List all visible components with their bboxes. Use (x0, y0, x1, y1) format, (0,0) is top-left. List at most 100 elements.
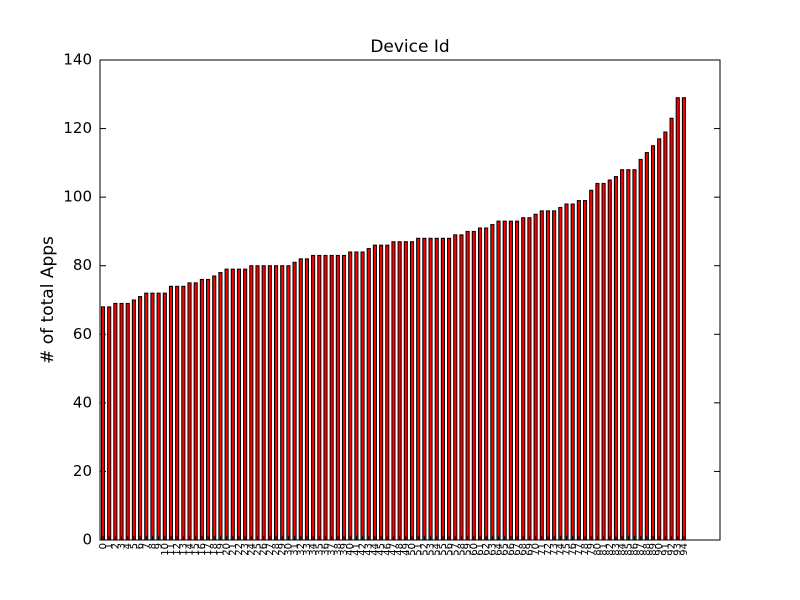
x-tick-label: 1 (104, 543, 115, 549)
bar (663, 131, 668, 541)
bar (175, 285, 180, 541)
y-tick-label: 0 (82, 531, 92, 549)
bar (249, 265, 254, 541)
x-tick-label: 82 (605, 543, 616, 556)
x-tick-label: 14 (185, 543, 196, 556)
x-tick-label: 64 (494, 543, 505, 556)
bar (496, 220, 501, 541)
bar (447, 237, 452, 541)
bar (193, 282, 198, 541)
x-tick-label: 15 (191, 543, 202, 556)
x-tick-label: 81 (599, 543, 610, 556)
bar (681, 97, 686, 541)
chart-title: Device Id (370, 37, 449, 57)
bar (613, 176, 618, 541)
x-tick-label: 16 (197, 543, 208, 556)
x-tick-label: 32 (296, 543, 307, 556)
bar (280, 265, 285, 541)
bar (199, 278, 204, 541)
x-tick-label: 69 (524, 543, 535, 556)
x-tick-label: 31 (290, 543, 301, 556)
x-tick-label: 39 (339, 543, 350, 556)
x-tick-label: 49 (401, 543, 412, 556)
x-tick-label: 71 (537, 543, 548, 556)
bar (675, 97, 680, 541)
x-tick-label: 2 (110, 543, 121, 549)
x-tick-label: 77 (574, 543, 585, 556)
x-tick-label: 38 (333, 543, 344, 556)
bar (521, 217, 526, 541)
x-tick-label: 54 (432, 543, 443, 556)
x-tick-label: 67 (512, 543, 523, 556)
x-tick-label: 20 (222, 543, 233, 556)
bar (539, 210, 544, 541)
bar (304, 258, 309, 541)
bar (490, 224, 495, 541)
bar (131, 299, 136, 541)
x-tick-label: 10 (160, 543, 171, 556)
x-tick-label: 36 (320, 543, 331, 556)
bar (366, 248, 371, 541)
x-tick-label: 60 (469, 543, 480, 556)
plot-frame (99, 59, 721, 541)
x-tick-label: 0 (98, 543, 109, 549)
bar (570, 203, 575, 541)
bar (477, 227, 483, 541)
x-tick-label: 34 (308, 543, 319, 556)
x-tick-label: 56 (444, 543, 455, 556)
bar (286, 265, 291, 541)
x-tick-label: 48 (395, 543, 406, 556)
x-tick-label: 9 (154, 543, 165, 549)
bar (465, 230, 470, 541)
x-tick-label: 80 (592, 543, 603, 556)
bar (162, 292, 167, 541)
x-tick-label: 23 (240, 543, 251, 556)
x-tick-label: 30 (283, 543, 294, 556)
x-tick-label: 58 (456, 543, 467, 556)
x-tick-label: 29 (277, 543, 288, 556)
bar (397, 241, 402, 541)
x-tick-label: 84 (617, 543, 628, 556)
x-tick-label: 17 (203, 543, 214, 556)
bar (107, 306, 112, 541)
bar (527, 217, 532, 541)
x-tick-label: 8 (147, 543, 158, 549)
bar (626, 169, 631, 541)
x-tick-label: 6 (135, 543, 146, 549)
x-tick-label: 40 (345, 543, 356, 556)
bar (459, 234, 464, 541)
x-tick-label: 57 (450, 543, 461, 556)
bar (119, 302, 124, 541)
x-tick-label: 63 (487, 543, 498, 556)
bar (360, 251, 365, 541)
bar (403, 241, 408, 541)
x-tick-label: 89 (648, 543, 659, 556)
bar (428, 237, 433, 541)
bar (372, 244, 377, 541)
bar (515, 220, 520, 541)
x-tick-label: 50 (407, 543, 418, 556)
x-tick-label: 51 (413, 543, 424, 556)
bar (440, 237, 445, 541)
bar (552, 210, 557, 541)
bar (589, 189, 594, 541)
bar (168, 285, 174, 541)
bar (564, 203, 569, 541)
bar (329, 254, 334, 541)
bar (582, 200, 588, 541)
x-tick-label: 88 (642, 543, 653, 556)
bar (243, 268, 248, 541)
x-tick-label: 41 (351, 543, 362, 556)
x-tick-label: 45 (376, 543, 387, 556)
x-tick-label: 37 (327, 543, 338, 556)
bar (657, 138, 662, 541)
bar (650, 145, 656, 541)
x-tick-label: 83 (611, 543, 622, 556)
bar (508, 220, 513, 541)
x-tick-label: 4 (123, 543, 134, 549)
bar (416, 237, 421, 541)
x-tick-label: 91 (660, 543, 671, 556)
bar (144, 292, 149, 541)
x-tick-label: 73 (549, 543, 560, 556)
x-tick-label: 62 (481, 543, 492, 556)
